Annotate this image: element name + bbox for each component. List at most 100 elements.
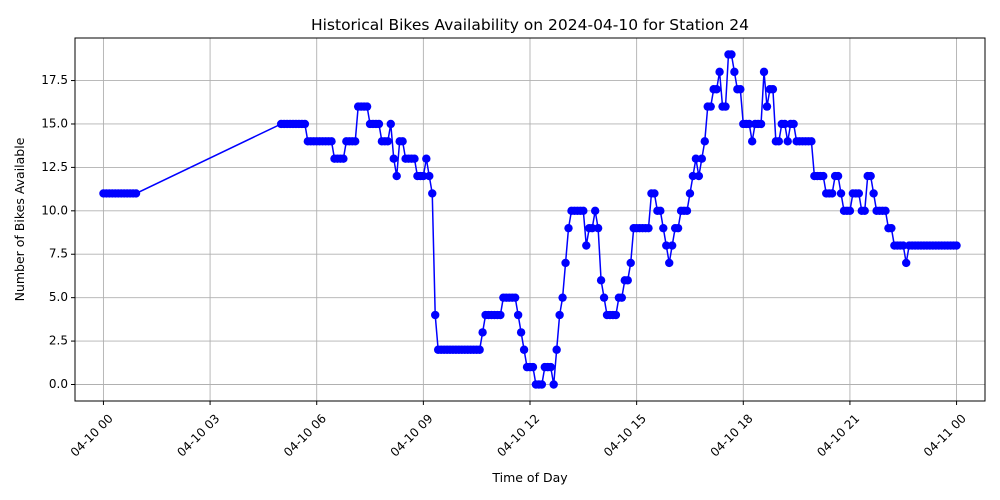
data-point (593, 223, 603, 233)
data-point (780, 119, 789, 129)
data-point (339, 154, 348, 163)
data-point (555, 310, 564, 320)
data-points (99, 50, 961, 389)
data-point (386, 119, 395, 129)
data-point (819, 171, 828, 181)
data-point (836, 189, 846, 198)
data-point (715, 67, 724, 77)
data-point (428, 189, 437, 198)
chart-title: Historical Bikes Availability on 2024-04… (311, 16, 749, 34)
y-tick-label: 5.0 (49, 290, 68, 304)
data-point (582, 241, 591, 250)
data-point (362, 102, 372, 111)
data-point (611, 310, 621, 320)
y-tick-label: 10.0 (41, 203, 68, 217)
data-point (516, 328, 526, 337)
data-point (665, 258, 674, 268)
data-point (546, 362, 555, 372)
data-point (327, 137, 336, 146)
data-point (419, 171, 428, 181)
data-point (425, 171, 434, 181)
data-point (659, 223, 668, 233)
data-point (700, 137, 709, 146)
data-point (510, 293, 520, 302)
grid (75, 38, 985, 401)
data-point (392, 171, 401, 181)
data-point (623, 276, 632, 285)
data-point (688, 171, 698, 181)
data-point (351, 137, 360, 146)
data-point (762, 102, 772, 111)
data-point (827, 189, 837, 198)
data-point (656, 206, 665, 216)
data-point (667, 241, 677, 250)
data-point (131, 189, 141, 198)
y-tick-label: 17.5 (41, 73, 68, 87)
data-point (727, 50, 736, 59)
data-point (626, 258, 635, 268)
y-tick-label: 7.5 (49, 247, 68, 261)
data-point (768, 85, 778, 94)
data-point (697, 154, 707, 163)
data-point (561, 258, 570, 268)
data-point (860, 206, 869, 216)
data-point (300, 119, 310, 129)
data-point (513, 310, 523, 320)
data-point (422, 154, 431, 163)
data-point (881, 206, 890, 216)
data-point (706, 102, 715, 111)
data-point (691, 154, 701, 163)
data-point (952, 241, 961, 250)
data-point (712, 85, 721, 94)
data-point (774, 137, 784, 146)
data-point (662, 241, 671, 250)
data-point (747, 137, 757, 146)
data-point (736, 85, 745, 94)
data-point (549, 380, 558, 389)
series-layer (99, 50, 961, 389)
data-point (694, 171, 704, 181)
data-point (558, 293, 567, 302)
data-point (721, 102, 730, 111)
data-point (682, 206, 692, 216)
data-point (552, 345, 561, 354)
y-tick-label: 2.5 (49, 334, 68, 348)
data-point (590, 206, 600, 216)
y-axis-label: Number of Bikes Available (12, 137, 27, 301)
data-point (869, 189, 878, 198)
data-point (673, 223, 683, 233)
data-point (564, 223, 573, 233)
data-point (756, 119, 766, 129)
y-tick-label: 0.0 (49, 377, 68, 391)
data-point (519, 345, 529, 354)
data-point (617, 293, 627, 302)
data-point (528, 362, 538, 372)
data-point (899, 241, 908, 250)
data-point (887, 223, 896, 233)
data-point (596, 276, 606, 285)
data-point (496, 310, 505, 320)
data-point (789, 119, 798, 129)
data-point (644, 223, 653, 233)
data-point (478, 328, 487, 337)
y-tick-label: 15.0 (41, 116, 68, 130)
data-point (854, 189, 864, 198)
data-point (431, 310, 440, 320)
data-point (783, 137, 792, 146)
data-point (685, 189, 695, 198)
data-point (398, 137, 407, 146)
data-point (475, 345, 484, 354)
data-point (537, 380, 547, 389)
data-point (730, 67, 739, 77)
x-axis-label: Time of Day (491, 470, 568, 485)
data-point (599, 293, 609, 302)
data-point (745, 119, 754, 129)
data-point (807, 137, 816, 146)
data-point (650, 189, 659, 198)
data-point (410, 154, 419, 163)
data-point (374, 119, 384, 129)
data-point (389, 154, 398, 163)
data-point (845, 206, 855, 216)
